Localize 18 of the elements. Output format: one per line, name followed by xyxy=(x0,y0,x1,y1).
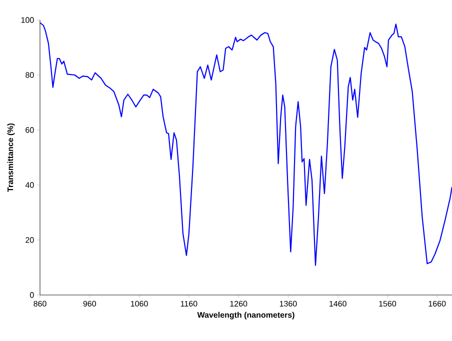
x-tick-label: 860 xyxy=(34,300,46,307)
x-tick-label: 1460 xyxy=(330,300,346,307)
y-tick-label: 40 xyxy=(25,182,34,188)
x-axis-title: Wavelength (nanometers) xyxy=(197,312,294,320)
line-series xyxy=(39,22,452,266)
x-tick-label: 1360 xyxy=(280,300,297,307)
x-tick-label: 1560 xyxy=(379,300,396,307)
x-tick-label: 1660 xyxy=(428,300,446,307)
x-tick-label: 1060 xyxy=(130,300,148,307)
y-tick-label: 20 xyxy=(26,237,34,243)
x-tick-label: 960 xyxy=(83,300,96,307)
x-tick-label: 1160 xyxy=(180,300,198,307)
y-axis-title: Transmittance (%) xyxy=(7,123,15,192)
x-tick-label: 1260 xyxy=(230,300,248,307)
y-tick-label: 60 xyxy=(26,127,34,133)
y-tick-label: 100 xyxy=(21,17,34,23)
y-tick-label: 80 xyxy=(26,72,34,78)
y-tick-label: 0 xyxy=(30,292,34,298)
